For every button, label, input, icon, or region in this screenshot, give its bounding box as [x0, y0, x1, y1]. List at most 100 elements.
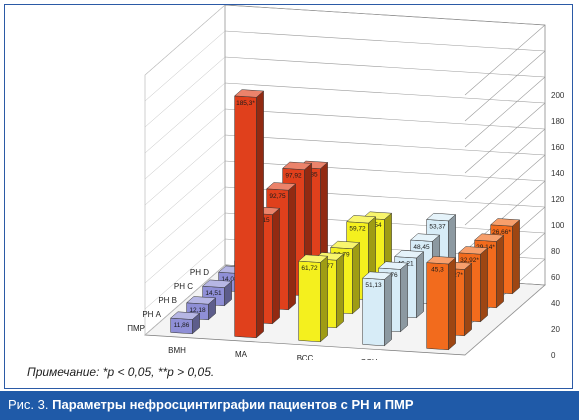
gridline-side [144, 160, 226, 232]
bar-top [329, 240, 361, 250]
caption-text: Параметры нефросцинтиграфии пациентов с … [52, 397, 414, 412]
bar-side [400, 262, 408, 333]
category-label: ВСС [297, 354, 314, 360]
gridline [224, 108, 546, 130]
data-label: 11,86 [174, 322, 190, 329]
bar-side [480, 247, 488, 323]
y-tick-label: 180 [551, 117, 565, 126]
gridline-side [144, 264, 226, 336]
bar-chart-3d: 02040608010012014016018020012,1987,8551,… [127, 5, 565, 360]
gridline [224, 134, 546, 156]
bar [234, 95, 257, 339]
category-label: МА [235, 350, 248, 359]
y-tick-label: 100 [551, 221, 565, 230]
data-label: 185,3* [236, 100, 255, 107]
bar-side [416, 251, 424, 319]
figure-caption: Рис. 3. Параметры нефросцинтиграфии паци… [8, 397, 414, 412]
bar-top [185, 296, 217, 305]
y-tick-label: 80 [551, 247, 560, 256]
data-label: 48,45 [413, 244, 430, 251]
caption-bar: Рис. 3. Параметры нефросцинтиграфии паци… [0, 391, 579, 420]
depth-label: РН А [142, 310, 161, 319]
data-label: 51,13 [365, 282, 382, 289]
gridline-side [144, 238, 226, 310]
bar-top [425, 212, 457, 222]
bar-top [297, 254, 329, 263]
data-label: 92,75 [269, 193, 286, 200]
bar-top [457, 246, 489, 255]
gridline-side [144, 134, 226, 206]
bar-side [464, 262, 472, 337]
axis-tick-line [464, 102, 546, 174]
gridline-side [144, 186, 226, 258]
data-label: 61,72 [301, 265, 318, 272]
category-label: ССН [360, 358, 378, 360]
data-label: 53,37 [429, 224, 446, 231]
gridline-side [144, 212, 226, 284]
data-label: 97,92 [285, 172, 302, 179]
axis-tick-line [464, 50, 546, 122]
gridline [224, 5, 546, 26]
bar-side [512, 219, 520, 295]
y-tick-label: 160 [551, 143, 565, 152]
data-label: 26,66* [492, 229, 511, 236]
bar-side [352, 241, 360, 315]
gridline-side [144, 5, 226, 76]
depth-label: РН В [158, 296, 177, 305]
gridline-side [144, 56, 226, 128]
gridline-side [144, 82, 226, 154]
bar-side [272, 207, 280, 325]
bar-top [425, 256, 457, 265]
category-label: ВМН [168, 346, 186, 355]
axis-tick-line [464, 24, 546, 96]
bar [298, 260, 321, 343]
gridline [224, 30, 546, 52]
y-tick-label: 140 [551, 169, 565, 178]
bar-top [409, 233, 441, 242]
gridline-side [144, 108, 226, 180]
figure-note: Примечание: *p < 0,05, **p > 0,05. [27, 365, 215, 379]
y-tick-label: 120 [551, 195, 565, 204]
depth-label: РН С [174, 282, 193, 291]
depth-label: РН D [190, 268, 209, 277]
y-tick-label: 20 [551, 325, 560, 334]
bar-top [201, 279, 233, 288]
bar-side [320, 255, 328, 343]
bar-top [361, 271, 393, 280]
bar-top [345, 215, 377, 224]
data-label: 45,3 [431, 267, 444, 274]
bar-side [288, 183, 296, 311]
axis-tick-line [464, 76, 546, 148]
data-label: 32,92* [460, 257, 479, 264]
gridline [224, 56, 546, 78]
gridline-side [144, 30, 226, 102]
bar-top [169, 311, 201, 320]
data-label: 14,51 [205, 290, 222, 297]
bar-top [489, 218, 521, 227]
bar-side [336, 253, 344, 329]
data-label: 14,08 [221, 276, 238, 283]
bar-top [233, 89, 265, 98]
bar-side [448, 257, 456, 351]
y-tick-label: 200 [551, 91, 565, 100]
bar-side [384, 272, 392, 347]
chart-panel: 02040608010012014016018020012,1987,8551,… [4, 4, 573, 389]
caption-prefix: Рис. 3. [8, 397, 49, 412]
bar [426, 262, 449, 351]
y-tick-label: 0 [551, 351, 556, 360]
bar-top [393, 250, 425, 259]
gridline [224, 160, 546, 182]
bar-top [281, 161, 313, 170]
axis-tick-line [464, 128, 546, 200]
data-label: 12,18 [189, 307, 206, 314]
data-label: 59,72 [349, 226, 366, 233]
axis-tick-line [464, 154, 546, 226]
y-tick-label: 60 [551, 273, 560, 282]
axis-tick-line [464, 284, 546, 356]
bar-top [265, 182, 297, 191]
bar-top [377, 261, 409, 270]
bar-top [473, 233, 505, 242]
gridline [224, 82, 546, 104]
y-tick-label: 40 [551, 299, 560, 308]
